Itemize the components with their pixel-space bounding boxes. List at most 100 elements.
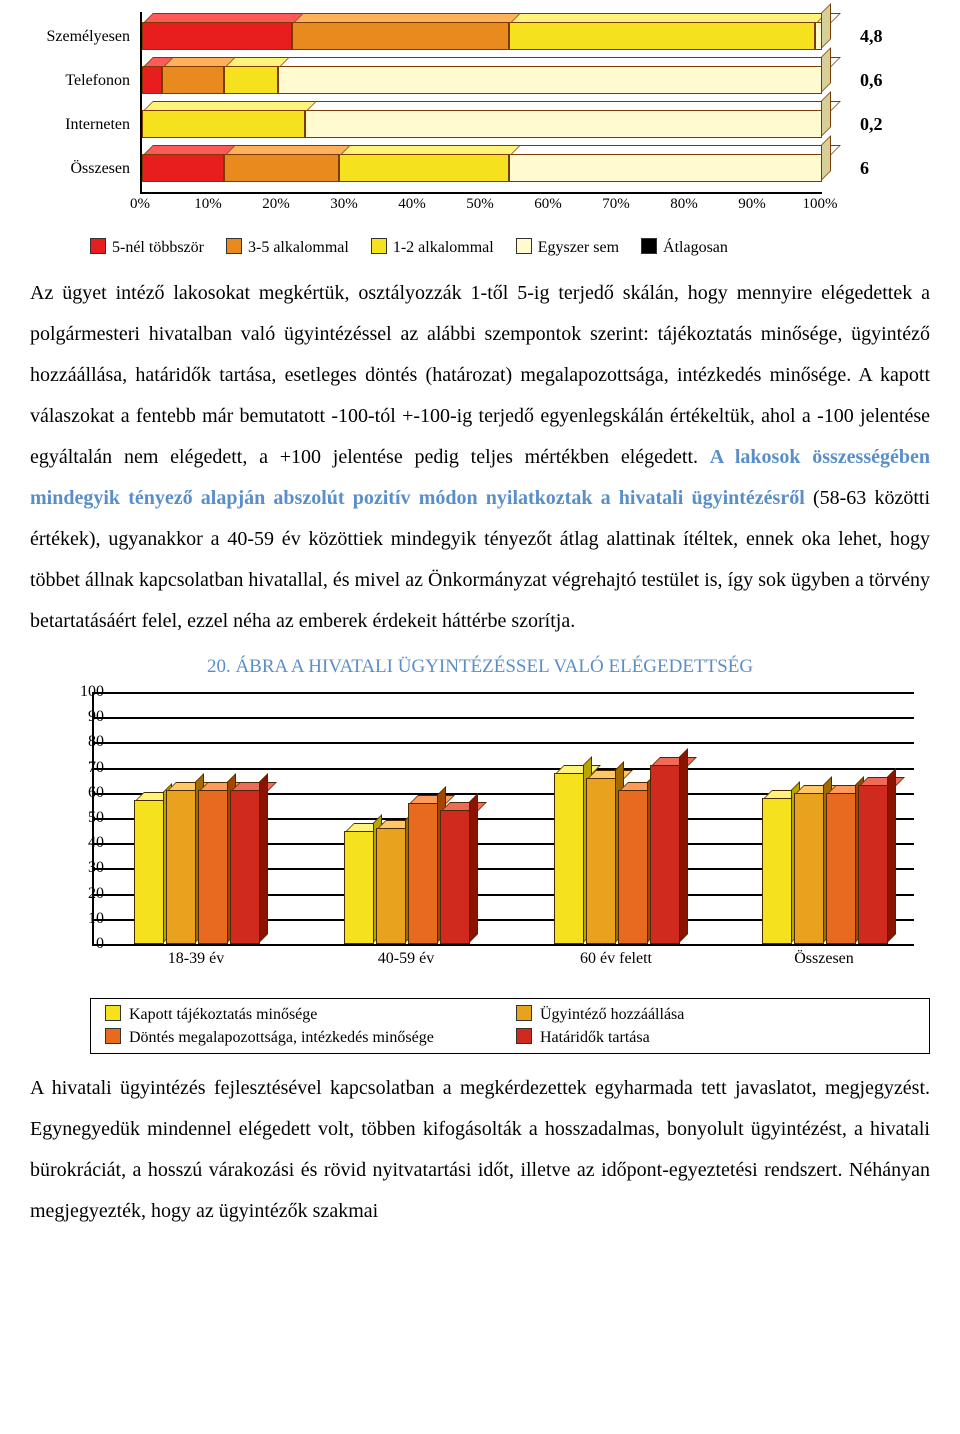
legend-item: Ügyintéző hozzáállása: [516, 1005, 915, 1024]
chart2-ytick: 0: [74, 935, 104, 953]
legend-swatch: [641, 238, 657, 254]
chart2-bar: [826, 793, 856, 944]
legend-swatch: [516, 238, 532, 254]
legend-item: Kapott tájékoztatás minősége: [105, 1005, 504, 1024]
chart2-bar: [794, 793, 824, 944]
chart2-ytick: 60: [74, 784, 104, 802]
chart2-bar: [586, 778, 616, 944]
legend-label: Egyszer sem: [538, 239, 619, 256]
legend-label: 1-2 alkalommal: [393, 239, 494, 256]
chart2-bar: [440, 810, 470, 944]
chart2-xtick: 40-59 év: [378, 950, 434, 968]
chart2-ytick: 20: [74, 885, 104, 903]
chart1-xtick: 40%: [398, 196, 426, 213]
chart2-bar: [762, 798, 792, 944]
chart1-xtick: 100%: [803, 196, 838, 213]
chart1-row: [142, 154, 822, 182]
chart1-xtick: 0%: [130, 196, 150, 213]
chart1-segment: [142, 154, 224, 182]
para1-part-a: Az ügyet intéző lakosokat megkértük, osz…: [30, 282, 930, 468]
satisfaction-grouped-bar-chart: 0102030405060708090100 18-39 év40-59 év6…: [30, 688, 930, 988]
chart2-ytick: 10: [74, 910, 104, 928]
legend-label: Kapott tájékoztatás minősége: [129, 1006, 317, 1023]
chart2-xtick: 60 év felett: [580, 950, 652, 968]
chart2-bar: [198, 790, 228, 944]
chart1-xtick: 20%: [262, 196, 290, 213]
legend-swatch: [516, 1028, 532, 1044]
legend-swatch: [90, 238, 106, 254]
chart1-segment: [142, 66, 162, 94]
chart1-segment: [142, 22, 292, 50]
chart2-legend: Kapott tájékoztatás minősége Ügyintéző ho…: [90, 998, 930, 1054]
chart2-ytick: 100: [74, 683, 104, 701]
chart2-bar: [554, 773, 584, 944]
chart1-row: [142, 66, 822, 94]
chart1-row: [142, 22, 822, 50]
chart2-group: [134, 692, 286, 944]
chart1-segment: [142, 110, 305, 138]
chart2-bar: [344, 831, 374, 944]
chart1-segment: [305, 110, 822, 138]
chart2-bar: [408, 803, 438, 944]
chart1-xtick: 50%: [466, 196, 494, 213]
chart1-segment: [339, 154, 509, 182]
chart1-value-label: 6: [860, 158, 869, 179]
chart1-category-label: Interneten: [30, 116, 130, 134]
legend-label: Határidők tartása: [540, 1029, 650, 1046]
chart1-value-label: 0,2: [860, 114, 883, 135]
chart1-xtick: 90%: [738, 196, 766, 213]
chart1-legend: 5-nél többször3-5 alkalommal1-2 alkalomm…: [90, 238, 930, 257]
chart2-ytick: 70: [74, 759, 104, 777]
legend-label: Átlagosan: [663, 239, 728, 256]
legend-label: Ügyintéző hozzáállása: [540, 1006, 684, 1023]
chart2-bar: [650, 765, 680, 944]
chart2-bar: [166, 790, 196, 944]
chart2-ytick: 30: [74, 859, 104, 877]
chart1-xtick: 60%: [534, 196, 562, 213]
chart2-ytick: 80: [74, 733, 104, 751]
frequency-stacked-bar-chart: Személyesen Telefonon Interneten Összesen 4…: [30, 12, 930, 212]
body-paragraph-2: A hivatali ügyintézés fejlesztésével kap…: [30, 1068, 930, 1232]
chart1-xtick: 30%: [330, 196, 358, 213]
legend-item: Döntés megalapozottsága, intézkedés minő…: [105, 1028, 504, 1047]
chart1-segment: [509, 22, 815, 50]
chart2-bar: [618, 790, 648, 944]
chart1-xtick: 10%: [194, 196, 222, 213]
chart1-xtick: 70%: [602, 196, 630, 213]
chart2-xtick: 18-39 év: [168, 950, 224, 968]
legend-item: Határidők tartása: [516, 1028, 915, 1047]
chart1-category-label: Összesen: [30, 160, 130, 178]
chart2-group: [762, 692, 914, 944]
legend-swatch: [105, 1028, 121, 1044]
chart2-plot-area: [92, 692, 914, 946]
legend-swatch: [226, 238, 242, 254]
figure-20-caption: 20. ÁBRA A HIVATALI ÜGYINTÉZÉSSEL VALÓ E…: [30, 656, 930, 678]
chart2-group: [554, 692, 706, 944]
chart1-value-label: 4,8: [860, 26, 883, 47]
chart1-segment: [509, 154, 822, 182]
chart1-xtick: 80%: [670, 196, 698, 213]
body-paragraph-1: Az ügyet intéző lakosokat megkértük, osz…: [30, 273, 930, 642]
chart1-segment: [162, 66, 223, 94]
chart2-group: [344, 692, 496, 944]
legend-label: 5-nél többször: [112, 239, 204, 256]
chart2-bar: [230, 790, 260, 944]
chart1-value-label: 0,6: [860, 70, 883, 91]
legend-swatch: [105, 1005, 121, 1021]
chart1-segment: [292, 22, 510, 50]
chart2-bar: [858, 785, 888, 944]
chart1-segment: [815, 22, 822, 50]
chart2-ytick: 50: [74, 809, 104, 827]
chart2-gridline: [94, 944, 914, 946]
legend-label: Döntés megalapozottsága, intézkedés minő…: [129, 1029, 434, 1046]
chart1-category-label: Személyesen: [30, 28, 130, 46]
chart1-plot-area: [140, 12, 822, 194]
chart1-row: [142, 110, 822, 138]
chart1-category-label: Telefonon: [30, 72, 130, 90]
chart1-segment: [224, 154, 340, 182]
chart1-segment: [224, 66, 278, 94]
chart2-bar: [376, 828, 406, 944]
legend-swatch: [371, 238, 387, 254]
chart1-segment: [278, 66, 822, 94]
chart2-ytick: 90: [74, 708, 104, 726]
